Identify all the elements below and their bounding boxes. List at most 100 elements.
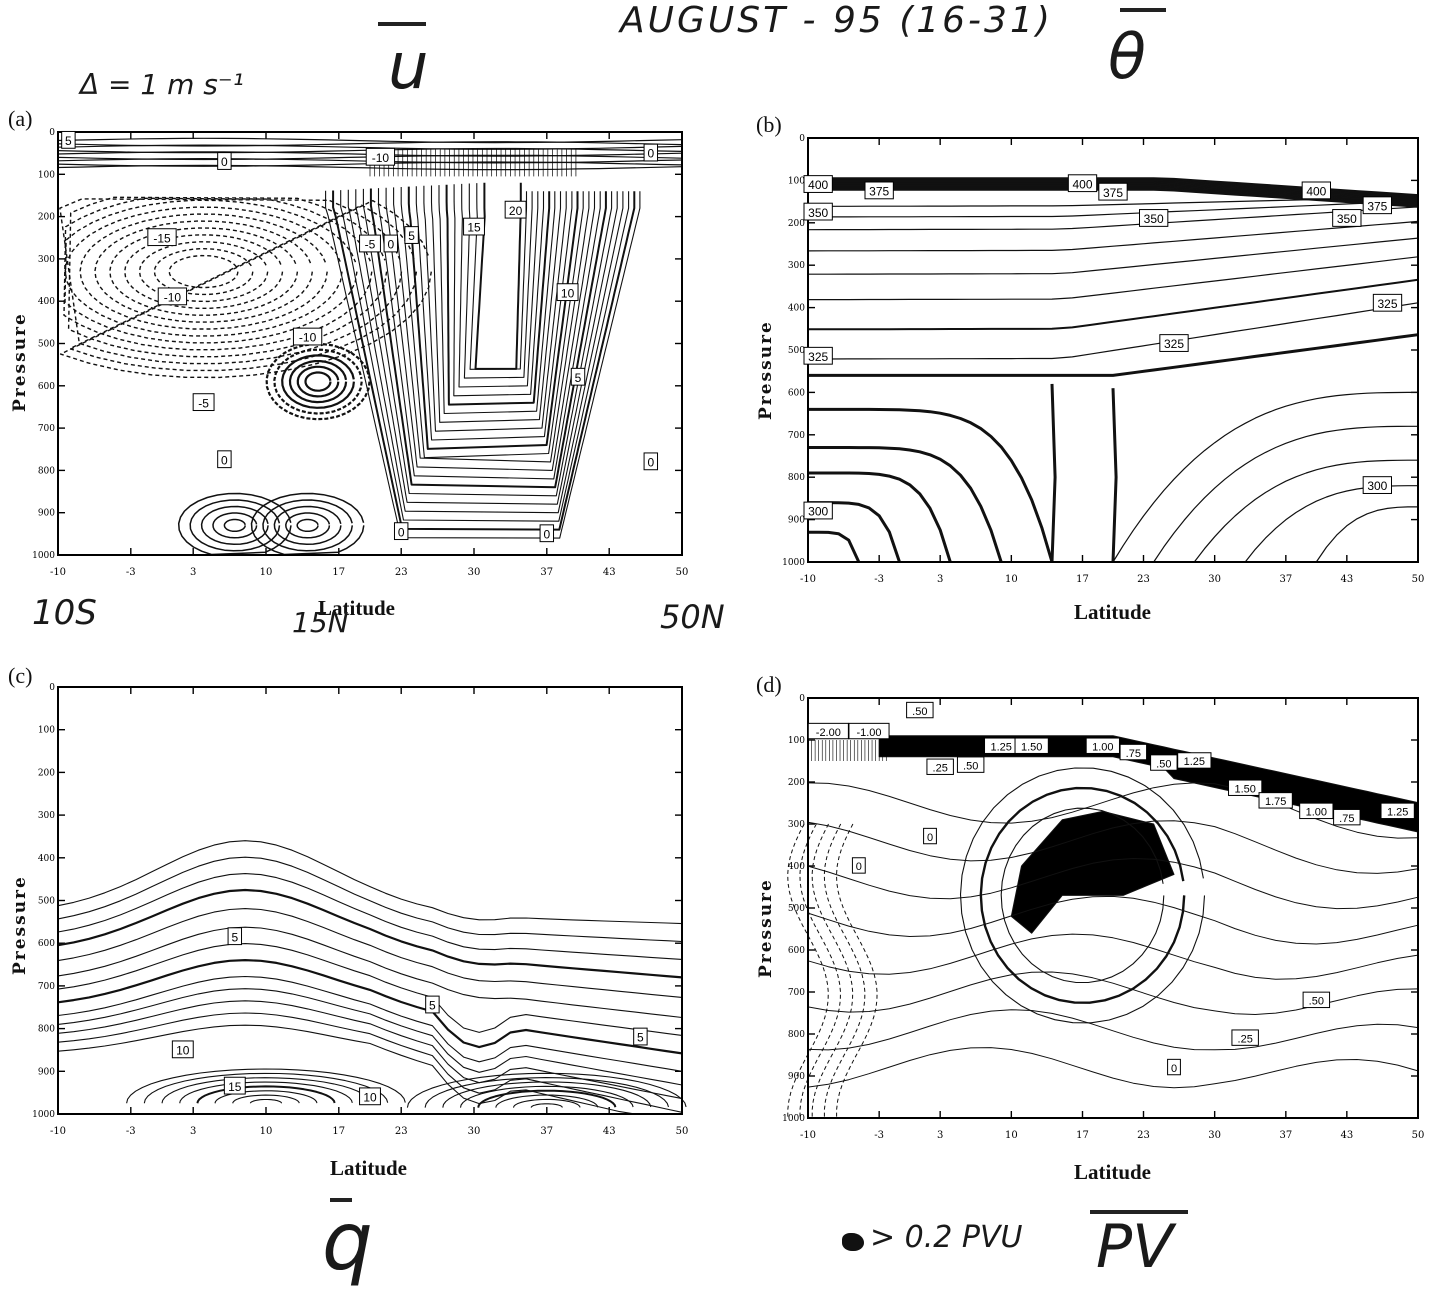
q-cell-line bbox=[495, 1094, 599, 1108]
y-tick-label: 500 bbox=[38, 897, 55, 907]
contour-label-box bbox=[292, 327, 323, 346]
contour-label-box bbox=[1380, 802, 1415, 820]
x-tick-label: 17 bbox=[1076, 1130, 1089, 1141]
strat-contour bbox=[57, 137, 683, 144]
contour-label-box bbox=[923, 827, 937, 845]
y-tick-label: 500 bbox=[788, 346, 805, 356]
x-tick-label: 43 bbox=[1340, 574, 1353, 585]
pv-line bbox=[807, 1009, 1419, 1051]
theta-line bbox=[808, 256, 1419, 301]
contour-label-box bbox=[1139, 209, 1169, 227]
chart-panel-a: -10 -3 3 10 17 23 30 37 43 5001002003004005006007… bbox=[32, 128, 688, 578]
y-tick-label: 400 bbox=[38, 297, 55, 307]
y-tick-label: 0 bbox=[49, 683, 55, 693]
q-line bbox=[57, 873, 683, 960]
contour-label-box bbox=[1258, 792, 1293, 809]
panel-a-letter: (a) bbox=[8, 106, 33, 131]
westerly-contour bbox=[407, 186, 579, 450]
theta-line bbox=[808, 302, 1419, 360]
contour-label-box bbox=[1372, 293, 1403, 312]
contour-label-box bbox=[157, 287, 188, 306]
x-tick-label: -10 bbox=[50, 567, 66, 578]
x-tick-label: 30 bbox=[1208, 1130, 1221, 1141]
contour-label: 5 bbox=[65, 134, 72, 148]
contour-label: 5 bbox=[637, 1031, 644, 1045]
westerly-contour bbox=[355, 189, 618, 505]
x-tick-label: 10 bbox=[260, 1126, 273, 1137]
easterly-contour bbox=[79, 213, 328, 330]
x-tick-label: -3 bbox=[126, 1126, 136, 1137]
contour-label: 0 bbox=[927, 832, 933, 844]
theta-right-line bbox=[1315, 506, 1418, 563]
contour-label: 375 bbox=[1103, 186, 1123, 200]
contour-label: 350 bbox=[1337, 212, 1357, 226]
contour-label: 375 bbox=[1367, 199, 1387, 213]
x-tick-label: -10 bbox=[800, 574, 816, 585]
y-tick-label: 300 bbox=[38, 255, 55, 265]
y-tick-label: 200 bbox=[38, 768, 55, 778]
contour-label-box bbox=[848, 722, 890, 740]
x-tick-label: 3 bbox=[937, 574, 943, 585]
x-tick-label: 10 bbox=[260, 567, 273, 578]
westerly-contour bbox=[325, 190, 641, 539]
top-title: AUGUST - 95 (16-31) bbox=[620, 0, 1053, 41]
contour-label: 20 bbox=[509, 204, 523, 218]
lat-15n-note: 15N bbox=[292, 606, 349, 639]
x-tick-label: 23 bbox=[1137, 1130, 1150, 1141]
pv-line bbox=[807, 933, 1419, 980]
contour-label: 0 bbox=[398, 525, 405, 539]
contour-label: 5 bbox=[429, 999, 436, 1013]
lat-50n-note: 50N bbox=[660, 598, 725, 636]
contour-label: 0 bbox=[543, 527, 550, 541]
x-tick-label: -10 bbox=[50, 1126, 66, 1137]
westerly-contour bbox=[458, 183, 539, 388]
contour-label-box bbox=[1362, 196, 1392, 215]
theta-line bbox=[807, 220, 1419, 252]
contour-label-box bbox=[1301, 181, 1331, 200]
contour-label: 0 bbox=[647, 147, 654, 161]
q-cell-line bbox=[406, 1072, 687, 1108]
delta-note: Δ = 1 m s⁻¹ bbox=[80, 68, 244, 101]
westerly-contour bbox=[377, 188, 601, 480]
contour-label-box bbox=[1150, 754, 1178, 771]
contour-label: -1.00 bbox=[856, 727, 881, 739]
q-line bbox=[57, 943, 683, 1036]
y-tick-label: 700 bbox=[788, 431, 805, 441]
y-tick-label: 600 bbox=[38, 939, 55, 949]
y-tick-label: 700 bbox=[788, 988, 805, 998]
y-tick-label: 300 bbox=[788, 820, 805, 830]
contour-label-box bbox=[365, 147, 396, 166]
theta-line bbox=[808, 237, 1419, 275]
contour-label: 375 bbox=[869, 185, 889, 199]
contour-label-box bbox=[192, 393, 215, 412]
easterly-contour bbox=[138, 241, 269, 303]
easterly-contour bbox=[67, 196, 388, 358]
contour-label-box bbox=[1332, 209, 1362, 227]
contour-label-box bbox=[61, 130, 76, 149]
theta-lower-line bbox=[808, 446, 1003, 563]
pv-loop bbox=[959, 767, 1206, 1024]
westerly-contour bbox=[430, 185, 562, 423]
plot-frame bbox=[807, 697, 1419, 1119]
xlabel-b: Latitude bbox=[1074, 600, 1152, 624]
contour-label: .25 bbox=[1238, 1033, 1253, 1045]
y-tick-label: 600 bbox=[38, 382, 55, 392]
x-tick-label: 23 bbox=[395, 567, 408, 578]
westerly-contour bbox=[332, 190, 636, 531]
cell-contour bbox=[281, 354, 355, 409]
x-tick-label: 17 bbox=[1076, 574, 1089, 585]
x-tick-label: 43 bbox=[603, 1126, 616, 1137]
y-tick-label: 0 bbox=[799, 134, 805, 144]
contour-label: -2.00 bbox=[816, 727, 841, 739]
x-tick-label: 37 bbox=[1279, 574, 1292, 585]
y-tick-label: 400 bbox=[788, 862, 805, 872]
u-symbol: u bbox=[388, 30, 429, 104]
q-cell-line bbox=[179, 1081, 353, 1104]
q-line bbox=[57, 926, 683, 1019]
contour-label: 0 bbox=[221, 155, 228, 169]
contour-label: -10 bbox=[372, 151, 390, 165]
contour-label-box bbox=[1098, 182, 1128, 201]
y-tick-label: 1000 bbox=[32, 1110, 55, 1120]
contour-label-box bbox=[803, 346, 833, 365]
pv-line bbox=[807, 1047, 1419, 1089]
